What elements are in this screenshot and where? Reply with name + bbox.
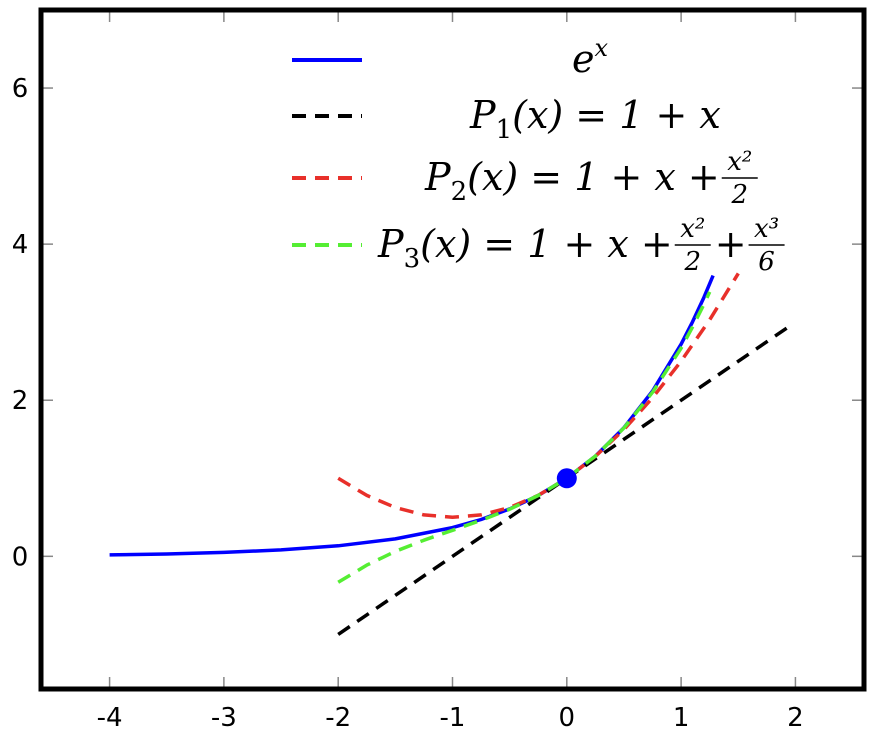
- x-tick-label: -4: [97, 703, 123, 733]
- svg-text:ex: ex: [572, 34, 609, 81]
- point-marker: [556, 468, 577, 489]
- legend-plus: +: [715, 222, 747, 266]
- y-tick-label: 6: [12, 74, 29, 104]
- svg-text:P1(x) = 1 + x: P1(x) = 1 + x: [469, 93, 721, 145]
- legend: ex P1(x) = 1 + x P2(x) = 1 + x + P3(x) = 1…: [292, 34, 785, 277]
- x-tick-label: -1: [440, 703, 466, 733]
- x-tick-label: -2: [325, 703, 351, 733]
- legend-fraction: x³6: [748, 214, 785, 277]
- legend-fraction: x²2: [674, 214, 711, 277]
- x-tick-label: 1: [673, 703, 690, 733]
- legend-label-2: P1(x) = 1 + x: [469, 93, 721, 145]
- legend-label-4: P3(x) = 1 + x +: [377, 222, 673, 274]
- legend-fraction: x²2: [721, 147, 758, 210]
- y-tick-label: 4: [12, 230, 29, 260]
- tick-labels: -4 -3 -2 -1 0 1 2 0 2 4 6: [12, 74, 804, 733]
- series-line-3: [337, 272, 740, 520]
- svg-text:x³: x³: [754, 214, 779, 244]
- y-tick-label: 2: [12, 386, 29, 416]
- svg-text:2: 2: [730, 180, 748, 210]
- legend-label-3: P2(x) = 1 + x +: [424, 155, 720, 207]
- plot-lines: [109, 272, 791, 636]
- axis-ticks: [43, 12, 862, 687]
- series-line-4: [337, 291, 712, 584]
- x-tick-label: -3: [211, 703, 237, 733]
- x-tick-label: 2: [787, 703, 804, 733]
- svg-text:x²: x²: [680, 214, 705, 244]
- plot-frame: [38, 7, 867, 692]
- x-tick-label: 0: [559, 703, 576, 733]
- svg-text:P2(x) = 1 + x +: P2(x) = 1 + x +: [424, 155, 720, 207]
- svg-text:P3(x) = 1 + x +: P3(x) = 1 + x +: [377, 222, 673, 274]
- svg-text:2: 2: [683, 247, 701, 277]
- y-tick-label: 0: [12, 542, 29, 572]
- legend-label-1: ex: [572, 34, 609, 81]
- svg-text:6: 6: [758, 247, 775, 277]
- svg-text:x²: x²: [727, 147, 752, 177]
